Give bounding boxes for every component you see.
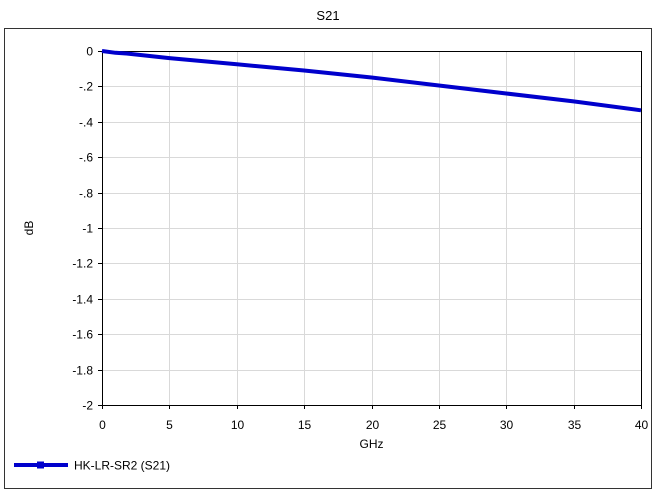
x-tick-label: 25: [433, 418, 447, 432]
legend: HK-LR-SR2 (S21): [14, 459, 170, 473]
series-line: [101, 49, 642, 113]
y-tick-label: -1: [82, 222, 93, 236]
y-tick-label: -1.6: [72, 328, 93, 342]
y-tick-label: -2: [82, 399, 93, 413]
y-axis-label: dB: [22, 221, 36, 236]
y-axis: 0 -.2 -.4 -.6 -.8 -1 -1.2 -1.4 -1.6 -1.8 -2: [72, 45, 102, 413]
x-tick-label: 0: [99, 418, 106, 432]
y-tick-label: -.6: [79, 151, 93, 165]
y-tick-label: -1.2: [72, 257, 93, 271]
legend-label: HK-LR-SR2 (S21): [74, 459, 170, 473]
series-layer: [101, 49, 642, 113]
x-tick-label: 35: [568, 418, 582, 432]
legend-swatch-marker: [37, 461, 44, 469]
x-tick-label: 40: [635, 418, 649, 432]
x-axis: 0 5 10 15 20 25 30 35 40: [99, 405, 648, 432]
y-tick-label: -1.8: [72, 364, 93, 378]
x-tick-label: 5: [166, 418, 173, 432]
chart-title: S21: [316, 8, 339, 23]
chart-frame: [4, 28, 652, 489]
y-tick-label: -1.4: [72, 293, 93, 307]
x-axis-label: GHz: [360, 437, 384, 451]
x-tick-label: 15: [298, 418, 312, 432]
x-tick-label: 10: [231, 418, 245, 432]
x-tick-label: 20: [366, 418, 380, 432]
x-tick-label: 30: [500, 418, 514, 432]
y-tick-label: -.2: [79, 80, 93, 94]
y-tick-label: -.8: [79, 187, 93, 201]
y-tick-label: 0: [86, 45, 93, 59]
y-tick-label: -.4: [79, 116, 93, 130]
